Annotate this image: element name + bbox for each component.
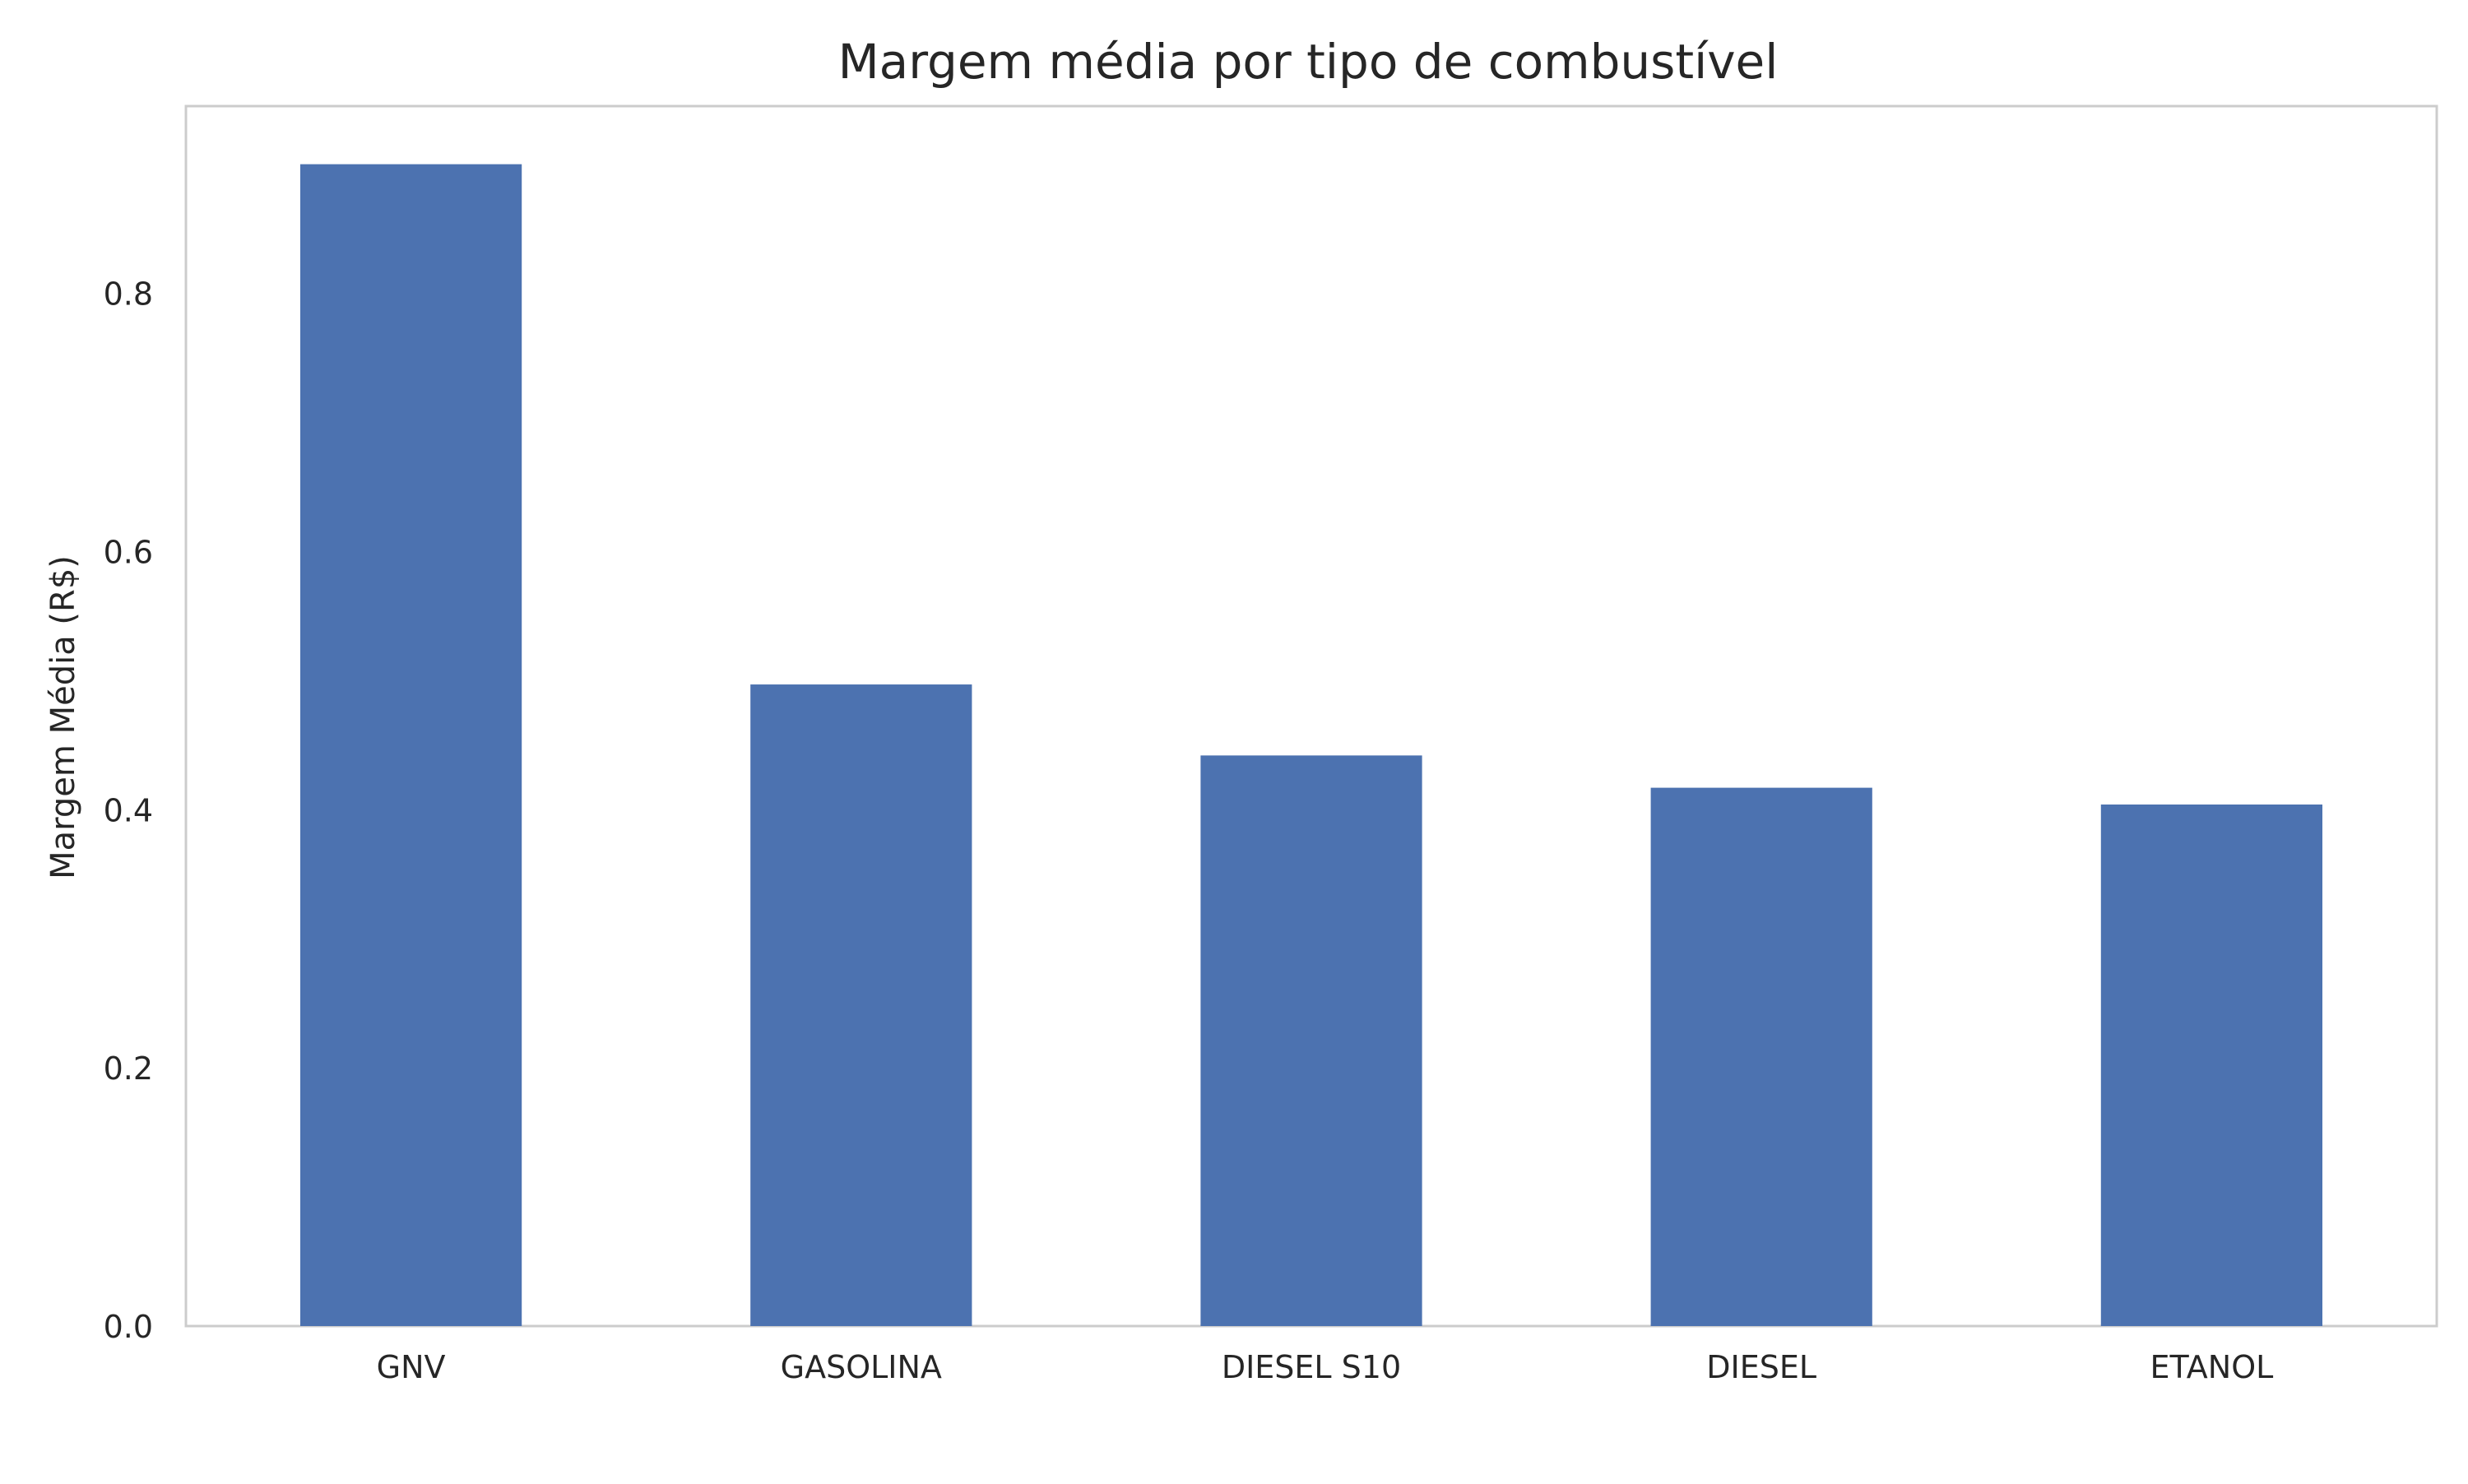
y-tick-label: 0.8 [104,276,153,313]
y-tick-label: 0.6 [104,534,153,570]
y-tick-label: 0.2 [104,1050,153,1087]
x-tick-label: GASOLINA [781,1349,942,1385]
bars-layer [299,164,2323,1327]
bar-etanol [2100,804,2323,1326]
x-tick-label: GNV [377,1349,446,1385]
chart-title: Margem média por tipo de combustível [838,34,1779,90]
bar-gasolina [750,684,972,1326]
x-tick-label: ETANOL [2150,1349,2274,1385]
bar-gnv [299,164,522,1327]
x-tick-label: DIESEL S10 [1222,1349,1401,1385]
bar-diesel [1650,787,1872,1326]
x-tick-labels: GNV GASOLINA DIESEL S10 DIESEL ETANOL [377,1349,2274,1385]
y-axis-label: Margem Média (R$) [44,555,82,879]
y-tick-label: 0.4 [104,792,153,828]
x-tick-label: DIESEL [1706,1349,1816,1385]
y-tick-labels: 0.0 0.2 0.4 0.6 0.8 [104,276,153,1345]
y-tick-label: 0.0 [104,1309,153,1345]
bar-diesel-s10 [1200,755,1422,1326]
